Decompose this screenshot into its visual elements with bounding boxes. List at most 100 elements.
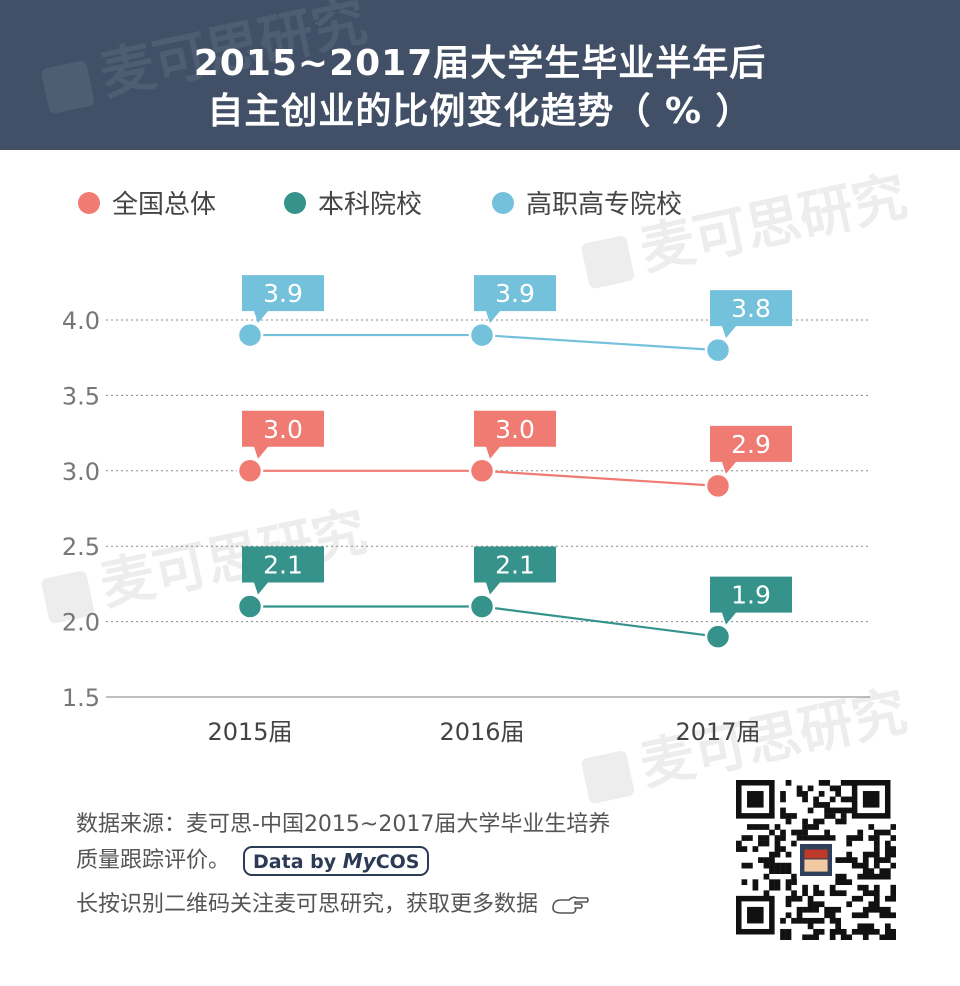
qr-module bbox=[868, 901, 875, 908]
qr-module bbox=[884, 895, 891, 902]
qr-module bbox=[796, 791, 803, 797]
qr-module bbox=[862, 884, 869, 891]
qr-module bbox=[736, 840, 742, 847]
qr-module bbox=[846, 857, 853, 863]
qr-module bbox=[785, 813, 792, 819]
qr-module bbox=[868, 851, 875, 858]
qr-module bbox=[851, 895, 858, 902]
qr-finder bbox=[747, 906, 764, 924]
qr-module bbox=[835, 791, 842, 797]
qr-module bbox=[774, 824, 781, 830]
qr-module bbox=[829, 917, 836, 924]
qr-module bbox=[807, 835, 814, 841]
qr-module bbox=[884, 829, 891, 836]
qr-module bbox=[780, 928, 786, 935]
qr-module bbox=[862, 906, 869, 913]
qr-module bbox=[774, 879, 781, 886]
qr-module bbox=[857, 829, 864, 836]
qr-module bbox=[835, 807, 842, 814]
qr-module bbox=[824, 912, 830, 919]
qr-module bbox=[807, 923, 814, 930]
qr-module bbox=[780, 868, 786, 874]
qr-module bbox=[879, 857, 886, 863]
chart-title-line1: 2015~2017届大学生毕业半年后 bbox=[193, 43, 767, 84]
qr-module bbox=[862, 923, 869, 930]
qr-module bbox=[873, 873, 880, 880]
qr-module bbox=[796, 829, 803, 836]
qr-module bbox=[813, 917, 819, 924]
qr-module bbox=[780, 829, 786, 836]
qr-module bbox=[758, 857, 764, 863]
x-tick-label: 2015届 bbox=[207, 718, 292, 746]
qr-module bbox=[807, 901, 814, 908]
qr-module bbox=[846, 851, 853, 858]
data-point bbox=[236, 593, 264, 620]
qr-module bbox=[884, 928, 891, 935]
y-tick-label: 4.0 bbox=[62, 307, 100, 335]
legend-label: 全国总体 bbox=[112, 190, 217, 220]
qr-module bbox=[818, 835, 825, 841]
qr-module bbox=[769, 857, 775, 863]
qr-code-icon[interactable] bbox=[736, 780, 896, 940]
qr-module bbox=[807, 934, 814, 940]
qr-module bbox=[829, 835, 836, 841]
qr-module bbox=[824, 906, 830, 913]
qr-module bbox=[846, 840, 853, 847]
qr-module bbox=[791, 890, 797, 897]
qr-module bbox=[774, 840, 781, 847]
qr-module bbox=[851, 857, 858, 863]
data-point bbox=[704, 623, 732, 650]
qr-module bbox=[857, 835, 864, 841]
legend-label: 本科院校 bbox=[318, 190, 423, 220]
qr-module bbox=[796, 906, 803, 913]
qr-module bbox=[884, 868, 891, 874]
qr-module bbox=[868, 923, 875, 930]
qr-module bbox=[802, 829, 808, 836]
qr-module bbox=[829, 934, 836, 940]
data-label-box bbox=[710, 290, 792, 339]
qr-module bbox=[835, 928, 842, 935]
qr-module bbox=[873, 840, 880, 847]
qr-module bbox=[818, 928, 825, 935]
qr-module bbox=[758, 840, 764, 847]
qr-module bbox=[824, 813, 830, 819]
qr-module bbox=[818, 802, 825, 808]
qr-module bbox=[752, 846, 759, 852]
qr-module bbox=[890, 890, 896, 897]
qr-module bbox=[868, 868, 875, 874]
qr-module bbox=[862, 928, 869, 935]
data-label: 3.0 bbox=[263, 415, 303, 444]
data-label: 3.9 bbox=[263, 279, 303, 308]
qr-module bbox=[747, 835, 753, 841]
data-point bbox=[236, 321, 264, 349]
qr-module bbox=[736, 846, 742, 852]
qr-prompt-row: 长按识别二维码关注麦可思研究，获取更多数据 bbox=[76, 886, 589, 918]
qr-module bbox=[785, 901, 792, 908]
qr-module bbox=[835, 873, 842, 880]
qr-module bbox=[829, 813, 836, 819]
qr-module bbox=[802, 796, 808, 803]
qr-module bbox=[785, 879, 792, 886]
qr-module bbox=[829, 884, 836, 891]
qr-module bbox=[758, 824, 764, 830]
data-label: 2.1 bbox=[263, 551, 303, 580]
data-label-box bbox=[710, 425, 792, 474]
qr-module bbox=[862, 862, 869, 869]
x-tick-label: 2017届 bbox=[675, 718, 760, 746]
data-point bbox=[468, 457, 496, 485]
qr-module bbox=[796, 917, 803, 924]
qr-module bbox=[741, 862, 748, 869]
qr-module bbox=[840, 796, 847, 803]
qr-module bbox=[884, 934, 891, 940]
qr-module bbox=[774, 868, 781, 874]
data-label: 3.8 bbox=[731, 294, 771, 323]
qr-module bbox=[846, 835, 853, 841]
qr-module bbox=[813, 884, 819, 891]
qr-module bbox=[741, 835, 748, 841]
qr-module bbox=[769, 884, 775, 891]
qr-module bbox=[780, 796, 786, 803]
qr-module bbox=[769, 862, 775, 869]
qr-module bbox=[835, 917, 842, 924]
qr-module bbox=[780, 791, 786, 797]
qr-module bbox=[802, 791, 808, 797]
